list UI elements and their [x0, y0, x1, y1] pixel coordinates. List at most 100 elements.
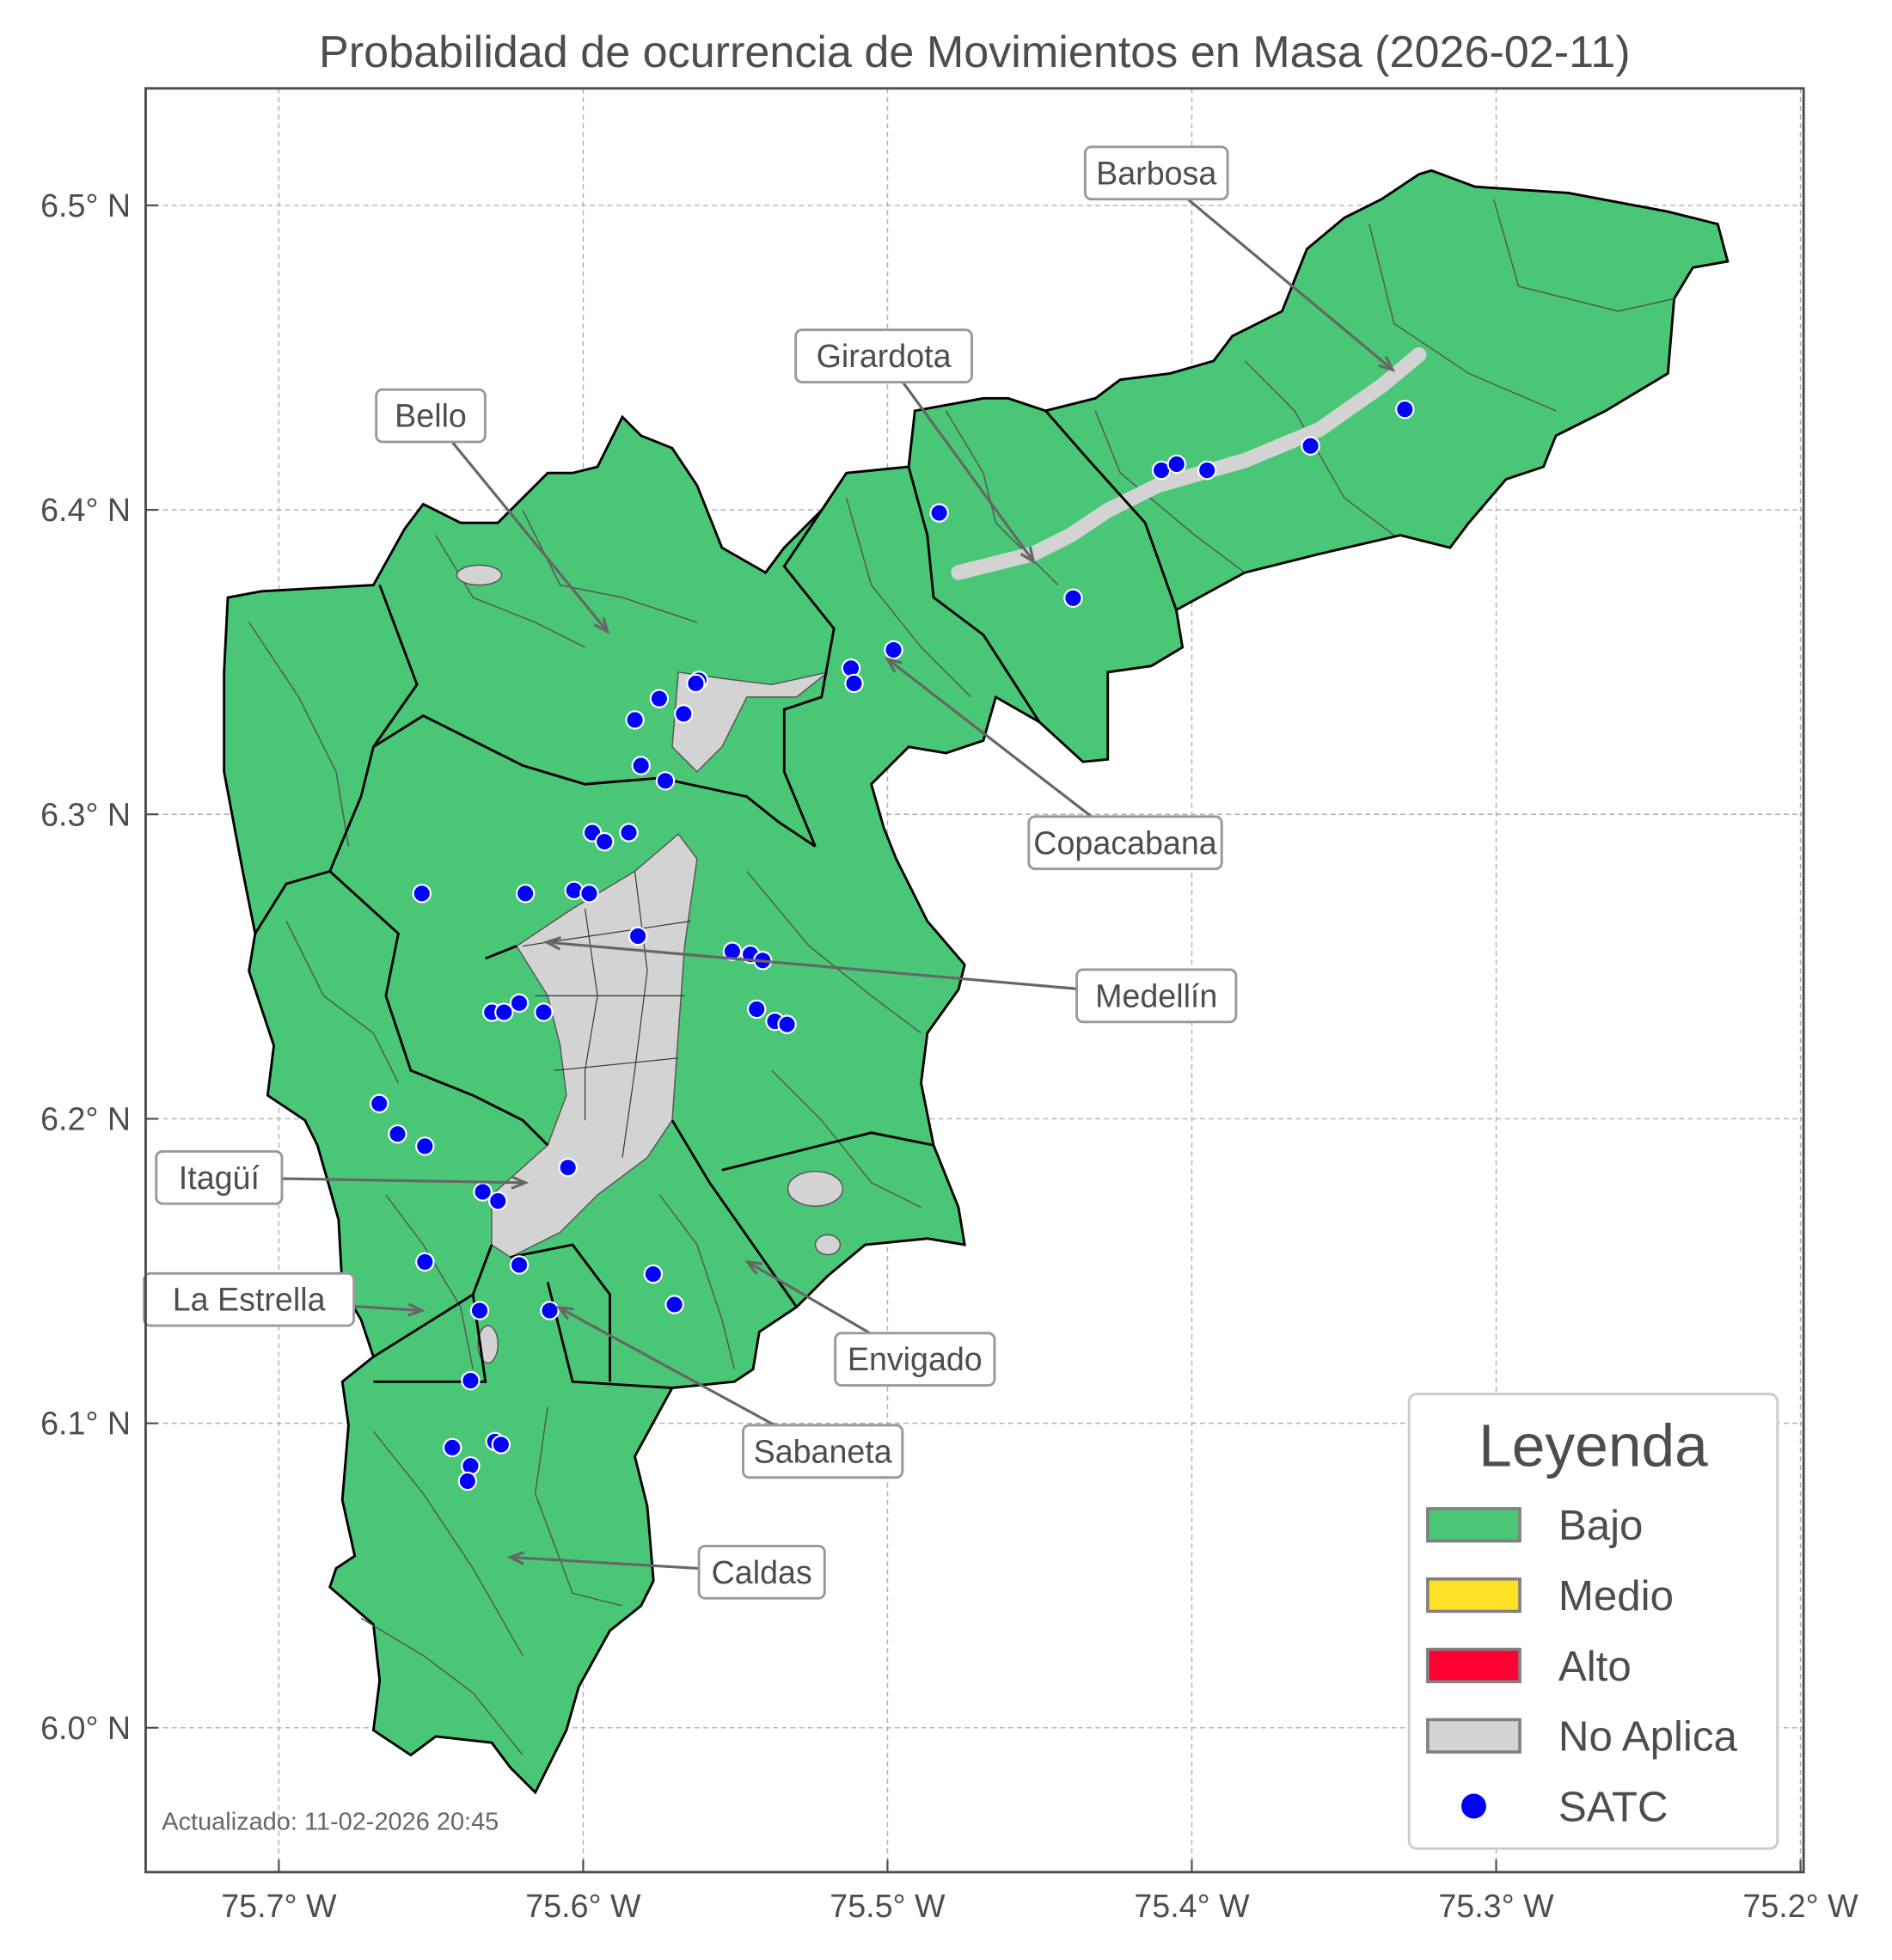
- satc-point: [631, 756, 651, 775]
- no-aplica-area: [814, 1234, 842, 1256]
- legend-swatch-alto: [1426, 1647, 1522, 1684]
- tick-label-y: 6.3° N: [40, 796, 131, 832]
- vereda-boundary: [385, 1194, 474, 1369]
- annotation-envigado: Envigado: [744, 1259, 996, 1387]
- annotation-box: [155, 1149, 284, 1205]
- satc-point: [558, 1157, 578, 1178]
- satc-point: [388, 1124, 407, 1144]
- satc-point: [488, 1191, 508, 1211]
- legend-label: SATC: [1558, 1783, 1669, 1830]
- satc-point: [625, 710, 645, 730]
- axes-frame: [144, 87, 1805, 1874]
- tick-label-x: 75.4° W: [1134, 1888, 1250, 1924]
- vereda-boundary: [746, 871, 922, 1034]
- satc-point: [442, 1437, 462, 1458]
- satc-point: [1166, 454, 1186, 475]
- updated-footnote: Actualizado: 11-02-2026 20:45: [162, 1809, 499, 1836]
- vereda-boundary: [1094, 410, 1246, 573]
- satc-point: [643, 1264, 664, 1284]
- annotation-box: [834, 1332, 996, 1387]
- arrowhead-icon: [542, 936, 561, 951]
- legend-label: Medio: [1558, 1572, 1674, 1620]
- satc-point: [628, 926, 648, 946]
- vereda-boundary: [360, 1617, 524, 1756]
- satc-point: [929, 503, 949, 523]
- tick-label-y: 6.5° N: [40, 187, 131, 224]
- annotation-medellín: Medellín: [542, 936, 1238, 1024]
- legend-swatch-no-aplica: [1426, 1718, 1522, 1754]
- legend-swatch-medio: [1426, 1577, 1522, 1614]
- municipal-boundary: [907, 466, 1041, 723]
- legend-swatch-bajo: [1426, 1507, 1522, 1543]
- arrowhead-icon: [407, 1302, 426, 1317]
- no-aplica-area: [477, 1325, 499, 1364]
- municipal-boundary: [328, 870, 549, 1147]
- arrowhead-icon: [885, 657, 903, 673]
- annotation-la-estrella: La Estrella: [143, 1271, 426, 1327]
- comuna-boundary: [554, 1057, 679, 1071]
- annotation-arrow: [882, 355, 1035, 563]
- municipal-boundary: [721, 1131, 934, 1172]
- municipal-boundary: [373, 1294, 487, 1383]
- annotation-label: Girardota: [817, 338, 952, 374]
- arrowhead-icon: [744, 1259, 763, 1275]
- satc-point: [369, 1093, 389, 1113]
- municipal-boundary: [1044, 409, 1178, 611]
- comuna-boundary: [621, 871, 648, 1158]
- annotation-arrow: [429, 414, 609, 633]
- arrowhead-icon: [1378, 356, 1396, 372]
- satc-point: [1395, 399, 1415, 420]
- annotation-bello: Bello: [375, 388, 610, 634]
- annotation-box: [1075, 968, 1238, 1024]
- annotation-itagüí: Itagüí: [155, 1149, 530, 1205]
- tick-label-y: 6.4° N: [40, 492, 131, 528]
- annotation-label: Bello: [395, 398, 467, 434]
- bajo-region: [223, 168, 1730, 1795]
- annotation-label: Medellín: [1095, 977, 1217, 1014]
- satc-point: [491, 1435, 511, 1455]
- arrowhead-icon: [593, 616, 610, 634]
- satc-point: [1197, 460, 1217, 481]
- municipal-boundary: [372, 714, 817, 848]
- satc-point: [412, 884, 432, 903]
- satc-point: [1063, 588, 1083, 609]
- annotation-barbosa: Barbosa: [1083, 145, 1396, 372]
- satc-point: [415, 1252, 435, 1272]
- satc-point: [686, 673, 706, 694]
- vereda-boundary: [1492, 199, 1675, 312]
- satc-point: [579, 884, 599, 903]
- vereda-boundary: [1244, 360, 1395, 536]
- annotation-box: [143, 1271, 356, 1327]
- municipal-boundary: [485, 945, 517, 960]
- arrowhead-icon: [506, 1551, 525, 1565]
- annotation-box: [1027, 815, 1223, 871]
- comuna-boundary: [585, 908, 598, 1121]
- annotation-copacabana: Copacabana: [885, 657, 1223, 871]
- legend-title: Leyenda: [1479, 1412, 1708, 1479]
- annotation-sabaneta: Sabaneta: [555, 1306, 904, 1479]
- satc-point: [655, 771, 676, 791]
- annotation-label: Envigado: [848, 1341, 983, 1377]
- satc-point: [844, 673, 864, 694]
- satc-point: [515, 884, 536, 903]
- satc-point: [457, 1471, 478, 1491]
- satc-point: [722, 941, 743, 961]
- vereda-boundary: [285, 921, 400, 1084]
- satc-points-layer: [369, 399, 1415, 1491]
- vereda-boundary: [522, 510, 698, 623]
- satc-point: [674, 704, 694, 724]
- municipal-boundary: [670, 1119, 798, 1308]
- no-aplica-area: [787, 1170, 844, 1207]
- no-aplica-area: [671, 671, 829, 773]
- satc-point: [509, 1255, 530, 1275]
- map-title: Probabilidad de ocurrencia de Movimiento…: [319, 28, 1631, 77]
- tick-label-x: 75.2° W: [1742, 1888, 1858, 1924]
- annotation-box: [375, 388, 487, 444]
- vereda-boundary: [658, 1194, 736, 1369]
- no-aplica-river-corridor: [951, 346, 1427, 580]
- vereda-boundary: [1368, 224, 1557, 412]
- annotation-girardota: Girardota: [794, 328, 1036, 565]
- annotation-label: Sabaneta: [754, 1433, 892, 1469]
- annotation-label: La Estrella: [173, 1282, 326, 1318]
